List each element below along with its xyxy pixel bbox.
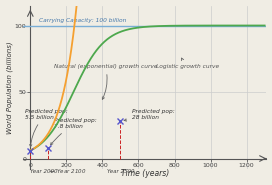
Text: Predicted pop:
7.8 billion: Predicted pop: 7.8 billion — [51, 118, 97, 145]
Text: Natural (exponential) growth curve: Natural (exponential) growth curve — [54, 64, 157, 99]
Text: Carrying Capacity: 100 billion: Carrying Capacity: 100 billion — [39, 18, 127, 23]
Text: Year 2500: Year 2500 — [107, 169, 134, 174]
X-axis label: Time (years): Time (years) — [121, 169, 169, 178]
Text: $\leftarrow$ Year 2100: $\leftarrow$ Year 2100 — [48, 167, 87, 175]
Text: Predicted pop:
28 billion: Predicted pop: 28 billion — [124, 109, 175, 121]
Text: Predicted pop:
5.5 billion: Predicted pop: 5.5 billion — [25, 109, 68, 147]
Text: Logistic growth curve: Logistic growth curve — [156, 58, 220, 69]
Text: Year 2000: Year 2000 — [30, 169, 58, 174]
Y-axis label: World Population (billions): World Population (billions) — [7, 41, 13, 134]
